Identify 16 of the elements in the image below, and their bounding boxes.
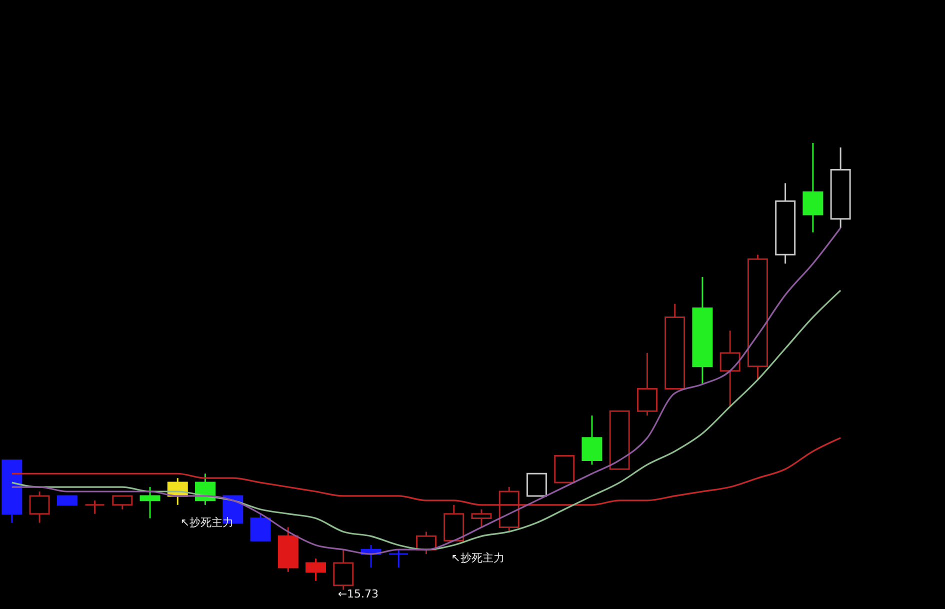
candlestick	[720, 330, 740, 408]
candlestick	[84, 500, 106, 515]
candlestick	[112, 495, 133, 510]
candlestick	[250, 513, 271, 542]
candlestick	[333, 548, 354, 591]
candlestick	[526, 472, 547, 497]
candlestick	[471, 508, 492, 528]
annotation: ↖抄死主力	[451, 552, 504, 565]
candlestick	[582, 414, 602, 466]
candlestick	[305, 558, 326, 582]
annotation: ←15.73	[338, 587, 379, 600]
candlestick	[140, 486, 160, 520]
candlestick	[388, 548, 409, 568]
candlestick	[29, 490, 50, 524]
candlestick	[636, 352, 658, 416]
candlestick	[802, 142, 824, 234]
